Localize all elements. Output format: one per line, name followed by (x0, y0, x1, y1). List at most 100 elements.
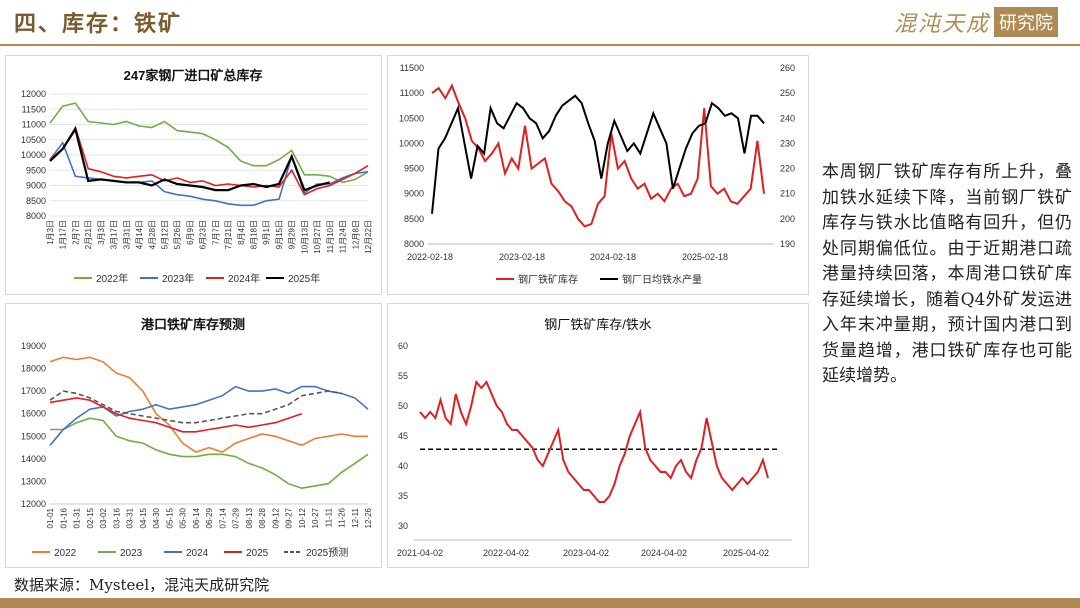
x-tick-label: 11月10日 (326, 220, 335, 253)
y-tick-label: 11000 (22, 120, 46, 130)
chart-panel-2: 8000 8500 9000 9500 10000 10500 11000 11500 190 2… (387, 55, 809, 295)
y-tick-label: 14000 (21, 454, 46, 464)
x-tick-label: 07-29 (232, 507, 241, 528)
y-tick-label: 8000 (404, 239, 424, 249)
y-tick-label: 11500 (22, 104, 46, 114)
chart-panel-3: 港口铁矿库存预测 12000 13000 14000 15000 16000 17000 18… (5, 303, 382, 568)
x-tick-label: 05-15 (165, 507, 174, 528)
y-tick-label: 15000 (21, 431, 46, 441)
x-tick-label: 10月27日 (313, 220, 322, 254)
x-tick-label: 9月29日 (288, 220, 297, 249)
y-tick-label: 9500 (404, 164, 424, 174)
x-tick-label: 3月3日 (97, 220, 106, 245)
x-tick-label: 08-13 (245, 507, 254, 528)
y-tick-label: 9500 (26, 165, 46, 175)
y2-tick-label: 230 (780, 138, 795, 148)
x-tick-label: 04-30 (152, 507, 161, 528)
header-divider (0, 44, 1080, 46)
x-tick-label: 01-01 (46, 507, 55, 528)
x-tick-label: 8月4日 (237, 220, 246, 245)
legend-label: 2025年 (288, 272, 320, 285)
header: 四、库存：铁矿 混沌天成 研究院 (0, 0, 1080, 46)
x-tick-label: 06-14 (192, 507, 201, 528)
x-tick-label: 10-27 (311, 507, 320, 528)
x-tick-label: 09-27 (285, 507, 294, 528)
x-tick-label: 2023-04-02 (563, 548, 609, 558)
x-tick-label: 01-31 (73, 507, 82, 528)
logo-text: 混沌天成 (893, 12, 990, 37)
series-line-2025 (49, 397, 303, 433)
series-line-2024 (49, 385, 369, 446)
series-line-2024年 (49, 125, 369, 196)
x-tick-label: 4月14日 (135, 220, 144, 249)
x-tick-label: 5月26日 (173, 220, 182, 249)
y-tick-label: 60 (398, 341, 408, 351)
y2-tick-label: 210 (780, 189, 795, 199)
x-tick-label: 7月7日 (211, 220, 220, 245)
x-tick-label: 7月21日 (224, 220, 233, 249)
x-tick-label: 10-12 (298, 507, 307, 528)
x-tick-label: 04-15 (139, 507, 148, 528)
legend-label: 2024 (186, 548, 209, 559)
page-title: 四、库存：铁矿 (14, 11, 183, 37)
x-tick-label: 2022-02-18 (407, 252, 453, 262)
x-tick-label: 05-30 (179, 507, 188, 528)
y-tick-label: 19000 (21, 341, 46, 351)
series-line-2022年 (49, 102, 369, 184)
x-tick-label: 03-02 (99, 507, 108, 528)
y-tick-label: 45 (398, 431, 408, 441)
y-tick-label: 12000 (21, 499, 46, 509)
x-tick-label: 2025-04-02 (723, 548, 769, 558)
legend-label: 钢厂日均铁水产量 (622, 273, 702, 286)
y2-tick-label: 250 (780, 88, 795, 98)
y-tick-label: 8500 (26, 196, 46, 206)
x-tick-label: 11-26 (338, 507, 347, 527)
x-tick-label: 10月13日 (300, 220, 309, 254)
series-line-2022 (49, 356, 368, 453)
x-tick-label: 12月8日 (351, 220, 360, 249)
y-tick-label: 12000 (21, 89, 46, 99)
x-tick-label: 03-16 (112, 507, 121, 528)
x-tick-label: 06-29 (205, 507, 214, 528)
x-tick-label: 1月3日 (46, 220, 55, 245)
x-tick-label: 9月15日 (275, 220, 284, 249)
legend-label: 2024年 (228, 272, 260, 285)
x-tick-label: 3月31日 (122, 220, 131, 249)
y2-tick-label: 200 (780, 214, 795, 224)
x-tick-label: 3月17日 (110, 220, 119, 249)
series-line-2023 (50, 417, 369, 490)
legend-label: 2022 (54, 548, 77, 559)
brand-logo: 混沌天成 研究院 (894, 6, 1058, 38)
x-tick-label: 2023-02-18 (499, 252, 545, 262)
legend-label: 2023年 (162, 272, 194, 285)
x-tick-label: 6月23日 (199, 220, 208, 249)
x-tick-label: 2025-02-18 (682, 252, 728, 262)
x-tick-label: 2月21日 (84, 220, 93, 249)
series-line-2025年 (49, 126, 331, 192)
legend-label: 2025预测 (306, 546, 348, 559)
y-tick-label: 16000 (21, 409, 46, 419)
x-tick-label: 6月9日 (186, 220, 195, 245)
series-line-ratio (419, 379, 769, 503)
y2-tick-label: 260 (780, 63, 795, 73)
y-tick-label: 18000 (21, 364, 46, 374)
y-tick-label: 11500 (400, 63, 424, 73)
y-tick-label: 17000 (21, 386, 46, 396)
analysis-text: 本周钢厂铁矿库存有所上升，叠加铁水延续下降，当前钢厂铁矿库存与铁水比值略有回升，… (822, 162, 1072, 386)
legend-label: 2023 (120, 548, 143, 559)
y2-tick-label: 190 (780, 239, 795, 249)
x-tick-label: 07-14 (218, 507, 227, 528)
chart-2-svg: 8000 8500 9000 9500 10000 10500 11000 11500 190 2… (399, 63, 795, 286)
chart-panel-1: 247家钢厂进口矿总库存 8000 8500 9000 9500 10000 10500 11… (5, 55, 382, 295)
y-tick-label: 8000 (26, 211, 46, 221)
x-tick-label: 12-26 (364, 507, 373, 528)
x-tick-label: 12-11 (351, 507, 360, 527)
x-tick-label: 9月1日 (262, 220, 271, 245)
series-line-钢厂铁矿库存 (431, 83, 765, 228)
logo-box: 研究院 (994, 7, 1058, 37)
y-tick-label: 50 (398, 401, 408, 411)
y-tick-label: 55 (398, 371, 408, 381)
y-tick-label: 10500 (399, 113, 424, 123)
x-tick-label: 08-28 (258, 507, 267, 528)
x-tick-label: 5月12日 (160, 220, 169, 249)
